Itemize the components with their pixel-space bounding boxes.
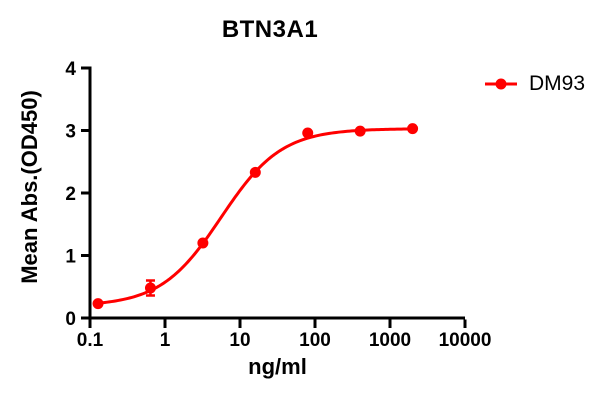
y-tick-label: 0 (65, 309, 76, 330)
legend: DM93 (484, 72, 585, 96)
data-point (302, 127, 314, 139)
data-point (92, 298, 104, 310)
x-tick-label: 0.1 (77, 330, 104, 351)
data-point (197, 237, 209, 249)
legend-label: DM93 (529, 72, 586, 95)
y-tick-label: 2 (65, 184, 76, 205)
legend-point (495, 78, 507, 90)
x-axis-label: ng/ml (248, 354, 307, 379)
x-tick-label: 1 (160, 330, 171, 351)
legend-series-marker-icon (485, 78, 517, 90)
data-point (144, 282, 156, 294)
y-tick-label: 3 (65, 122, 76, 143)
x-tick-label: 1000 (369, 330, 411, 351)
x-tick-label: 10000 (439, 330, 492, 351)
data-point (407, 123, 419, 135)
y-tick-label: 1 (65, 247, 76, 268)
y-tick-label: 4 (65, 59, 76, 80)
data-point (249, 166, 261, 178)
x-tick-label: 10 (229, 330, 250, 351)
chart-title: BTN3A1 (221, 16, 319, 43)
x-tick-label: 100 (299, 330, 331, 351)
data-point (354, 125, 366, 137)
fit-curve (96, 127, 415, 305)
